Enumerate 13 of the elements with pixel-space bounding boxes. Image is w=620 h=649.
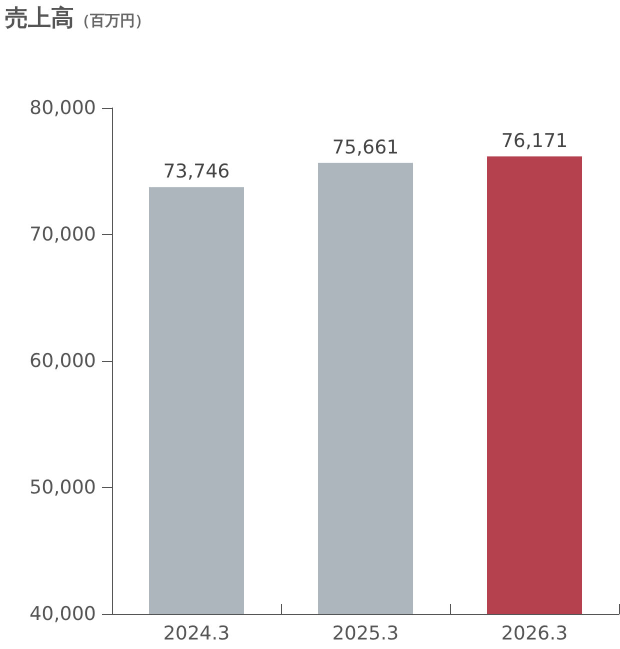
data-label: 73,746 bbox=[163, 160, 230, 183]
x-tick-label: 2024.3 bbox=[163, 622, 230, 644]
x-tick-label: 2026.3 bbox=[501, 622, 568, 644]
y-tick-label: 40,000 bbox=[30, 603, 96, 625]
y-tick-label: 50,000 bbox=[30, 476, 96, 498]
y-tick-label: 60,000 bbox=[30, 350, 96, 372]
y-tick-label: 70,000 bbox=[30, 224, 96, 246]
chart-subtitle: （百万円） bbox=[75, 12, 150, 30]
data-label: 75,661 bbox=[332, 136, 399, 158]
x-tick-label: 2025.3 bbox=[332, 622, 399, 644]
y-tick-label: 80,000 bbox=[30, 97, 96, 119]
data-label: 76,171 bbox=[501, 130, 568, 152]
chart-title: 売上高 bbox=[5, 4, 74, 32]
